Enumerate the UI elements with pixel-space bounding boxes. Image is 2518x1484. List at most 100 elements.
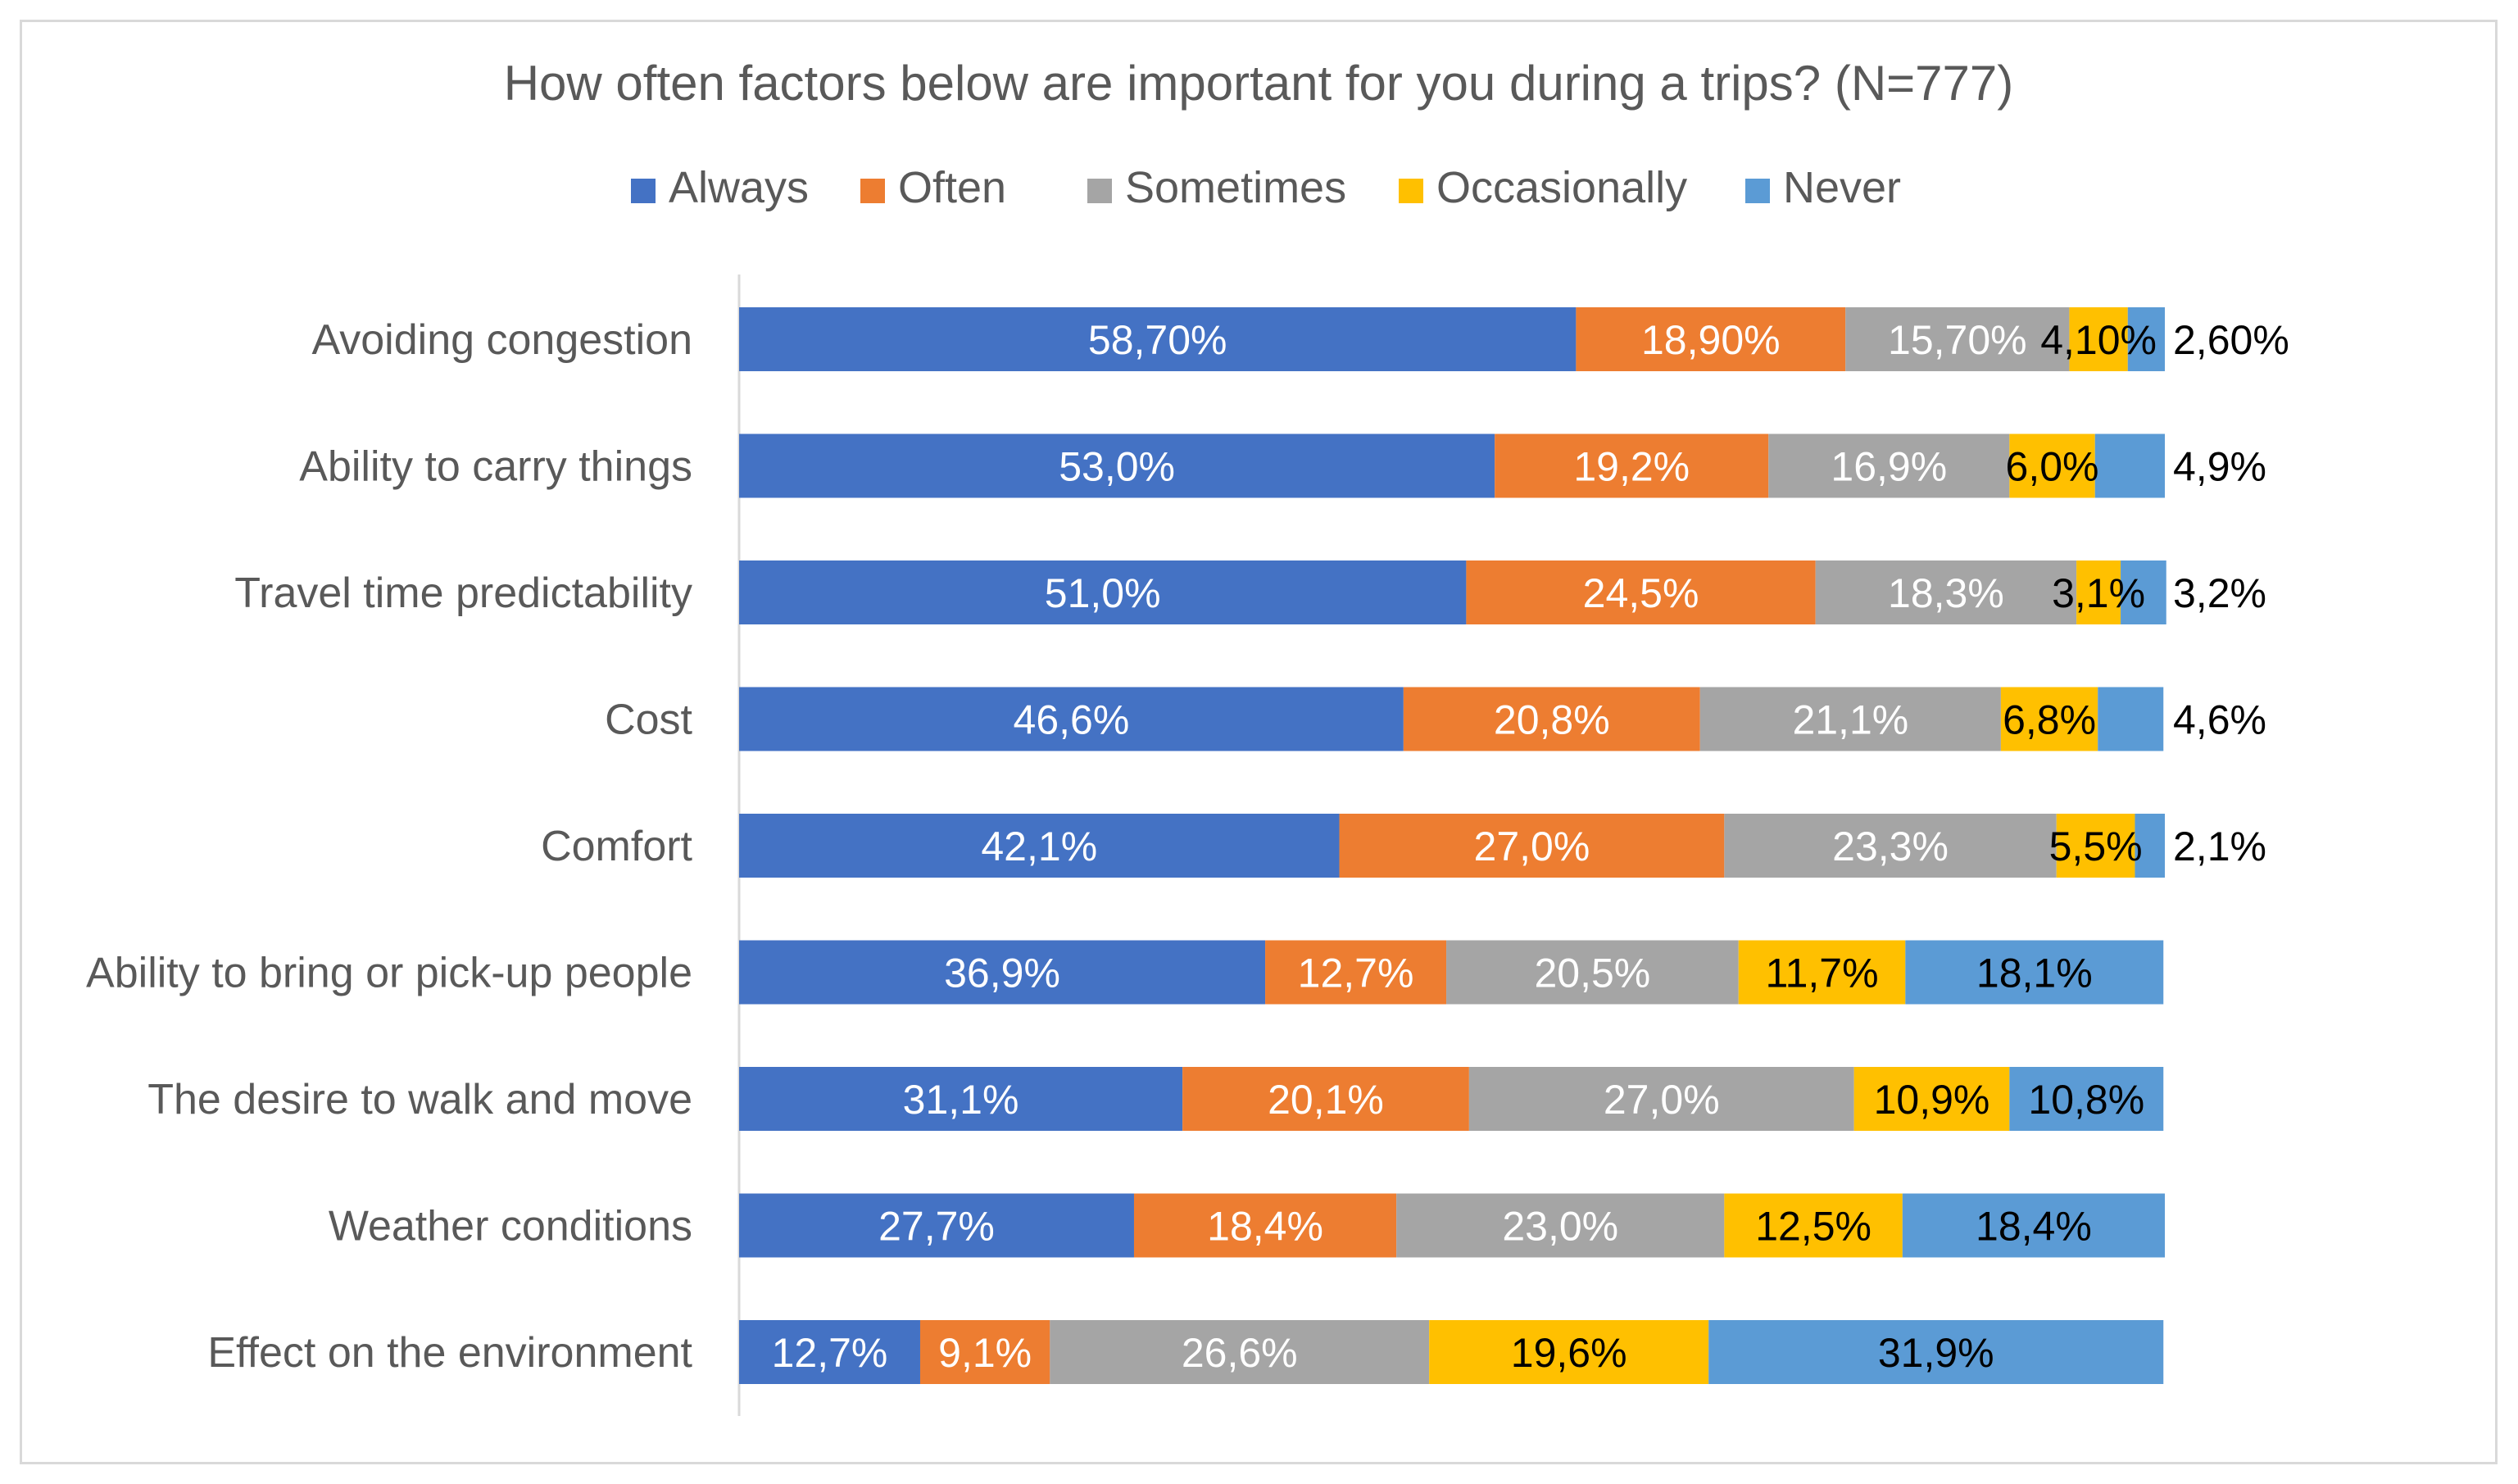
data-label-cost-always: 46,6% bbox=[1014, 697, 1130, 743]
category-label-ability-to-carry-things: Ability to carry things bbox=[299, 443, 692, 491]
bar-travel-time-predictability-always bbox=[739, 560, 1467, 624]
bar-cost-often bbox=[1403, 687, 1700, 751]
data-label-cost-occasionally: 6,8% bbox=[2003, 697, 2096, 743]
bar-ability-to-carry-things-never bbox=[2094, 433, 2165, 498]
data-label-cost-often: 20,8% bbox=[1494, 697, 1610, 743]
bar-weather-conditions-often bbox=[1133, 1193, 1397, 1258]
data-label-travel-time-predictability-occasionally: 3,1% bbox=[2052, 570, 2145, 616]
legend-swatch-always bbox=[631, 179, 656, 203]
bar-avoiding-congestion-always bbox=[739, 307, 1577, 371]
data-label-ability-to-carry-things-sometimes: 16,9% bbox=[1831, 444, 1947, 490]
data-label-comfort-occasionally: 5,5% bbox=[2049, 824, 2143, 869]
data-label-the-desire-to-walk-and-move-sometimes: 27,0% bbox=[1604, 1077, 1720, 1123]
data-label-effect-on-the-environment-never: 31,9% bbox=[1878, 1330, 1994, 1376]
data-label-avoiding-congestion-never: 2,60% bbox=[2173, 317, 2289, 363]
data-label-comfort-often: 27,0% bbox=[1474, 824, 1590, 869]
category-labels: Avoiding congestion Ability to carry thin… bbox=[86, 316, 693, 1377]
data-label-ability-to-carry-things-always: 53,0% bbox=[1059, 444, 1175, 490]
bar-cost-always bbox=[739, 687, 1404, 751]
data-label-avoiding-congestion-sometimes: 15,70% bbox=[1888, 317, 2027, 363]
data-label-effect-on-the-environment-always: 12,7% bbox=[772, 1330, 888, 1376]
bar-travel-time-predictability-occasionally bbox=[2076, 560, 2121, 624]
data-label-ability-to-bring-or-pick-up-people-never: 18,1% bbox=[1976, 951, 2093, 996]
bar-weather-conditions-never bbox=[1902, 1193, 2165, 1258]
chart-title: How often factors below are important fo… bbox=[504, 56, 2014, 111]
category-label-travel-time-predictability: Travel time predictability bbox=[234, 570, 692, 617]
legend-label-never: Never bbox=[1783, 163, 1901, 212]
bar-the-desire-to-walk-and-move-never bbox=[2009, 1067, 2164, 1131]
legend-swatch-sometimes bbox=[1087, 179, 1112, 203]
data-label-the-desire-to-walk-and-move-often: 20,1% bbox=[1268, 1077, 1384, 1123]
data-label-avoiding-congestion-occasionally: 4,10% bbox=[2040, 317, 2157, 363]
bar-avoiding-congestion-often bbox=[1576, 307, 1846, 371]
data-label-weather-conditions-never: 18,4% bbox=[1976, 1204, 2092, 1250]
legend-label-occasionally: Occasionally bbox=[1436, 163, 1687, 212]
legend-swatch-never bbox=[1745, 179, 1770, 203]
data-label-travel-time-predictability-often: 24,5% bbox=[1583, 570, 1699, 616]
bar-ability-to-carry-things-sometimes bbox=[1768, 433, 2010, 498]
bar-the-desire-to-walk-and-move-sometimes bbox=[1468, 1067, 1854, 1131]
category-label-comfort: Comfort bbox=[541, 823, 692, 870]
bar-weather-conditions-sometimes bbox=[1396, 1193, 1725, 1258]
bar-comfort-sometimes bbox=[1724, 814, 2057, 878]
bar-avoiding-congestion-sometimes bbox=[1845, 307, 2070, 371]
category-label-effect-on-the-environment: Effect on the environment bbox=[207, 1329, 692, 1377]
bar-effect-on-the-environment-always bbox=[739, 1320, 920, 1384]
legend-label-often: Often bbox=[898, 163, 1006, 212]
data-label-travel-time-predictability-sometimes: 18,3% bbox=[1888, 570, 2004, 616]
bar-cost-sometimes bbox=[1699, 687, 2001, 751]
legend-swatch-occasionally bbox=[1399, 179, 1423, 203]
category-label-weather-conditions: Weather conditions bbox=[329, 1203, 692, 1250]
bar-effect-on-the-environment-often bbox=[919, 1320, 1050, 1384]
bar-travel-time-predictability-never bbox=[2121, 560, 2166, 624]
bar-ability-to-carry-things-always bbox=[739, 433, 1495, 498]
bar-weather-conditions-occasionally bbox=[1724, 1193, 1903, 1258]
bar-ability-to-bring-or-pick-up-people-always bbox=[739, 940, 1266, 1005]
data-label-ability-to-bring-or-pick-up-people-always: 36,9% bbox=[944, 951, 1060, 996]
data-label-ability-to-bring-or-pick-up-people-occasionally: 11,7% bbox=[1765, 951, 1878, 996]
bar-effect-on-the-environment-sometimes bbox=[1050, 1320, 1430, 1384]
category-label-avoiding-congestion: Avoiding congestion bbox=[312, 316, 693, 364]
bar-cost-never bbox=[2098, 687, 2164, 751]
data-label-comfort-always: 42,1% bbox=[981, 824, 1097, 869]
category-label-cost: Cost bbox=[605, 697, 692, 744]
bar-ability-to-carry-things-often bbox=[1495, 433, 1769, 498]
data-label-avoiding-congestion-often: 18,90% bbox=[1641, 317, 1781, 363]
data-label-weather-conditions-often: 18,4% bbox=[1207, 1204, 1323, 1250]
bar-comfort-never bbox=[2135, 814, 2165, 878]
data-label-comfort-never: 2,1% bbox=[2173, 824, 2266, 869]
data-label-ability-to-carry-things-occasionally: 6,0% bbox=[2006, 444, 2099, 490]
category-label-the-desire-to-walk-and-move: The desire to walk and move bbox=[147, 1076, 692, 1123]
data-labels: 58,70% 18,90% 15,70% 4,10% 2,60% 53,0% 19,2% 16… bbox=[772, 317, 2289, 1376]
bar-ability-to-carry-things-occasionally bbox=[2009, 433, 2095, 498]
data-label-effect-on-the-environment-occasionally: 19,6% bbox=[1511, 1330, 1627, 1376]
bar-the-desire-to-walk-and-move-often bbox=[1182, 1067, 1469, 1131]
bar-travel-time-predictability-often bbox=[1466, 560, 1816, 624]
bar-avoiding-congestion-occasionally bbox=[2069, 307, 2128, 371]
data-label-weather-conditions-occasionally: 12,5% bbox=[1755, 1204, 1871, 1250]
data-label-the-desire-to-walk-and-move-always: 31,1% bbox=[903, 1077, 1019, 1123]
bar-weather-conditions-always bbox=[739, 1193, 1134, 1258]
bar-comfort-often bbox=[1339, 814, 1725, 878]
bar-ability-to-bring-or-pick-up-people-often bbox=[1265, 940, 1447, 1005]
legend-label-always: Always bbox=[669, 163, 809, 212]
bar-ability-to-bring-or-pick-up-people-sometimes bbox=[1446, 940, 1739, 1005]
data-label-cost-sometimes: 21,1% bbox=[1792, 697, 1908, 743]
legend: Always Often Sometimes Occasionally Never bbox=[631, 163, 1901, 212]
bar-avoiding-congestion-never bbox=[2127, 307, 2165, 371]
bar-comfort-occasionally bbox=[2056, 814, 2135, 878]
legend-swatch-often bbox=[860, 179, 885, 203]
legend-label-sometimes: Sometimes bbox=[1125, 163, 1346, 212]
data-label-effect-on-the-environment-sometimes: 26,6% bbox=[1182, 1330, 1298, 1376]
data-label-travel-time-predictability-never: 3,2% bbox=[2173, 570, 2266, 616]
data-label-cost-never: 4,6% bbox=[2173, 697, 2266, 743]
bar-the-desire-to-walk-and-move-always bbox=[739, 1067, 1183, 1131]
category-label-ability-to-bring-or-pick-up-people: Ability to bring or pick-up people bbox=[86, 950, 692, 997]
data-label-travel-time-predictability-always: 51,0% bbox=[1045, 570, 1161, 616]
data-label-ability-to-carry-things-never: 4,9% bbox=[2173, 444, 2266, 490]
data-label-avoiding-congestion-always: 58,70% bbox=[1088, 317, 1227, 363]
bar-cost-occasionally bbox=[2000, 687, 2098, 751]
data-label-weather-conditions-sometimes: 23,0% bbox=[1502, 1204, 1618, 1250]
bar-travel-time-predictability-sometimes bbox=[1815, 560, 2077, 624]
